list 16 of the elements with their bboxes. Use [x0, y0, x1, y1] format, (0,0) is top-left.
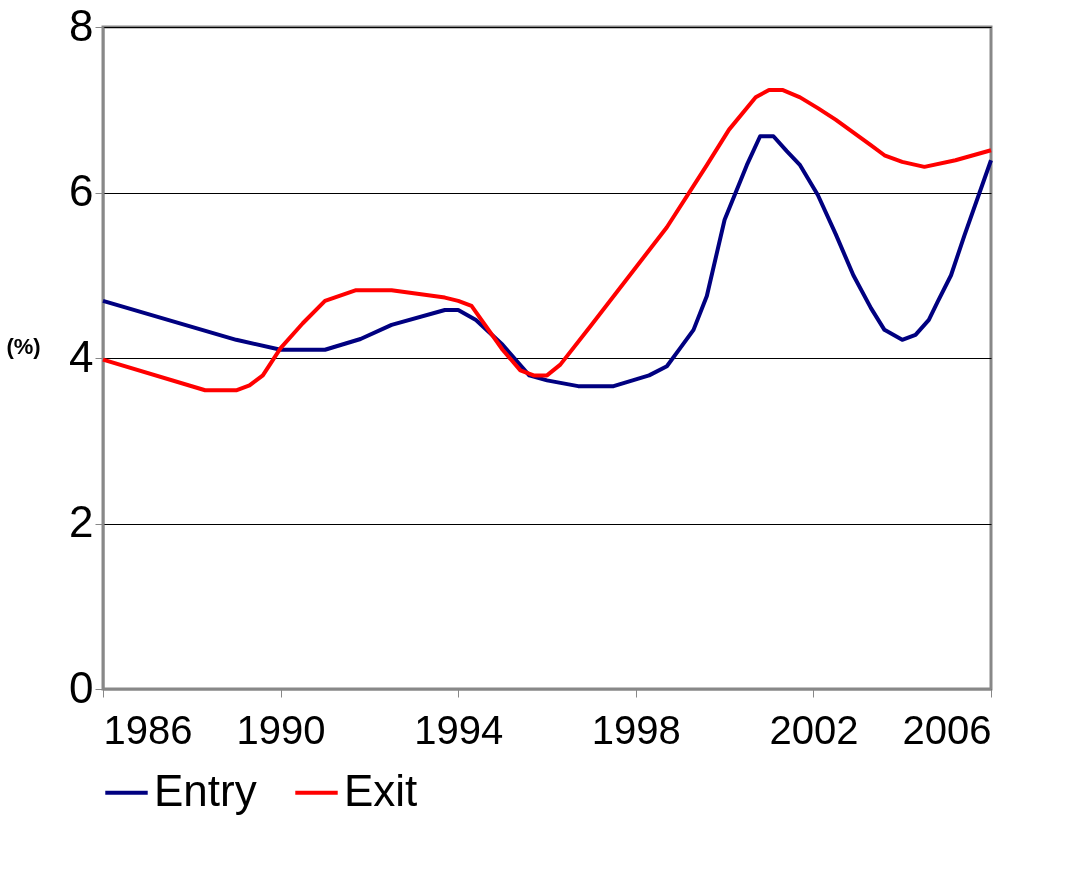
x-tick-label: 1998 [591, 707, 681, 752]
line-series [101, 134, 993, 389]
x-tick-label: 1986 [103, 707, 193, 752]
y-tick-label: 8 [69, 0, 94, 50]
x-tick-label: 2006 [902, 707, 992, 752]
legend-label: Exit [344, 765, 418, 815]
y-tick-label: 4 [69, 331, 94, 381]
y-tick-label: 2 [69, 497, 94, 546]
y-tick-label: 6 [69, 166, 94, 215]
x-tick-label: 1990 [236, 707, 326, 752]
x-tick-label: 2002 [769, 707, 859, 752]
line-series [101, 87, 993, 393]
legend-label: Entry [154, 765, 257, 815]
x-tick-label: 1994 [414, 707, 504, 752]
y-axis-title: (%) [6, 333, 41, 359]
y-tick-label: 0 [69, 662, 94, 712]
